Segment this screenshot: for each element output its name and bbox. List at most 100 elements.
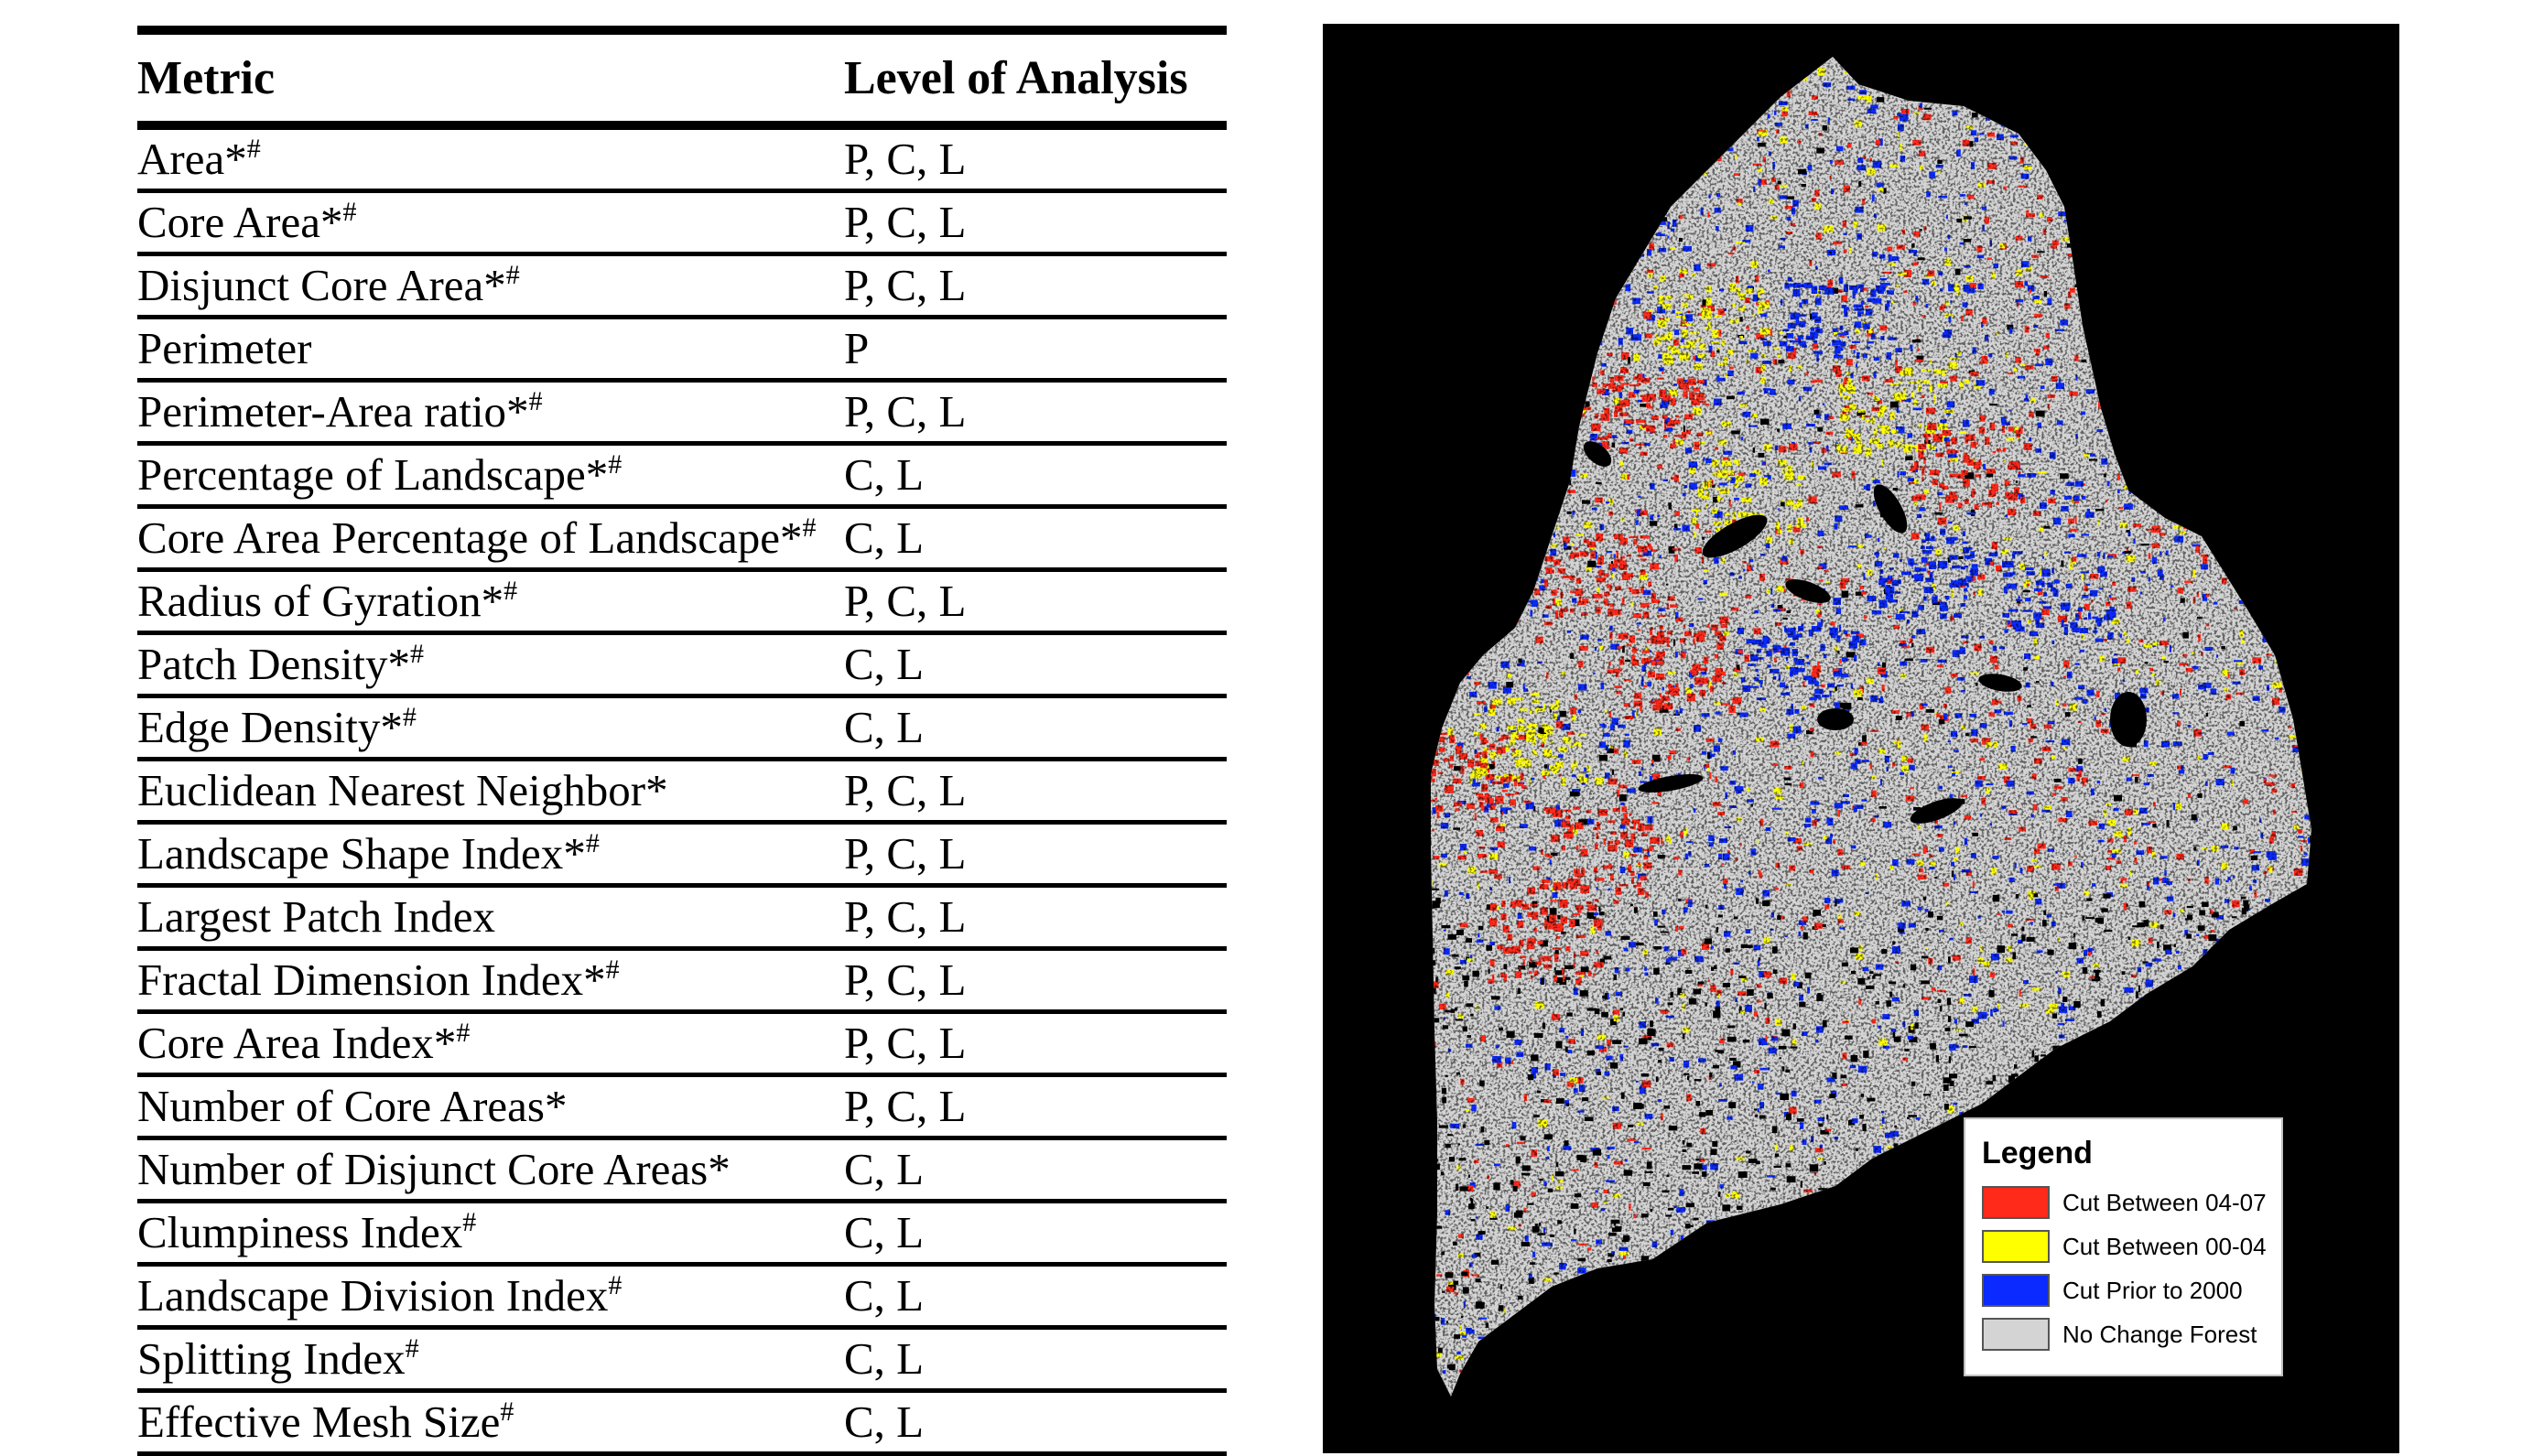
- cut-patch: [2187, 404, 2191, 413]
- cut-patch: [2283, 1289, 2288, 1297]
- cut-patch: [1444, 490, 1451, 498]
- cut-patch: [1496, 437, 1502, 445]
- cut-patch: [1807, 1346, 1814, 1354]
- cut-patch: [2097, 270, 2101, 276]
- cut-patch: [1593, 131, 1602, 135]
- cut-patch: [1534, 1371, 1538, 1374]
- cut-patch: [2185, 274, 2190, 278]
- level-cell: C, L: [844, 449, 925, 500]
- metric-cell: Area*#: [137, 125, 844, 191]
- cut-patch: [2174, 176, 2177, 182]
- table-row: Effective Mesh Size# C, L: [137, 1391, 1227, 1454]
- hash-mark: #: [503, 576, 518, 606]
- cut-patch: [1699, 1379, 1704, 1386]
- cut-patch: [1510, 1364, 1514, 1370]
- cut-patch: [2056, 139, 2065, 145]
- cut-patch: [1655, 102, 1665, 105]
- cut-patch: [2224, 488, 2230, 493]
- cut-patch: [1579, 249, 1588, 257]
- cut-patch: [2251, 463, 2256, 468]
- cut-patch: [2228, 167, 2236, 174]
- cut-patch: [1932, 1166, 1942, 1170]
- cut-patch: [1873, 1249, 1878, 1256]
- cut-patch: [2224, 101, 2228, 108]
- cut-patch: [2116, 244, 2118, 252]
- cut-patch: [1534, 79, 1543, 83]
- cut-patch: [2294, 965, 2302, 970]
- cut-patch: [2262, 984, 2272, 989]
- cut-patch: [2130, 116, 2138, 123]
- cut-patch: [2126, 182, 2134, 186]
- cut-patch: [1825, 1322, 1833, 1325]
- cut-patch: [2148, 1021, 2156, 1027]
- cut-patch: [2082, 57, 2090, 60]
- cut-patch: [1861, 1343, 1867, 1351]
- cut-patch: [1579, 189, 1584, 197]
- metric-name: Euclidean Nearest Neighbor: [137, 765, 646, 815]
- cut-patch: [2316, 819, 2318, 825]
- cut-patch: [1448, 257, 1454, 260]
- cut-patch: [1597, 267, 1600, 275]
- cut-patch: [2149, 71, 2156, 76]
- cut-patch: [2296, 70, 2300, 75]
- cut-patch: [1644, 70, 1651, 74]
- cut-patch: [2248, 944, 2254, 949]
- cut-patch: [2105, 112, 2111, 115]
- cut-patch: [1582, 209, 1587, 213]
- cut-patch: [1431, 968, 1433, 972]
- cut-patch: [2152, 330, 2162, 338]
- cut-patch: [1529, 57, 1533, 60]
- cut-patch: [2319, 196, 2326, 200]
- cut-patch: [2174, 1385, 2184, 1389]
- cut-patch: [1532, 220, 1538, 226]
- cut-patch: [1817, 1321, 1825, 1325]
- cut-patch: [1823, 1293, 1832, 1296]
- cut-patch: [1923, 1327, 1932, 1332]
- cut-patch: [2142, 213, 2149, 220]
- cut-patch: [1583, 1291, 1588, 1296]
- cut-patch: [1482, 229, 1486, 233]
- cut-patch: [1433, 394, 1436, 401]
- cut-patch: [2254, 1012, 2261, 1015]
- level-cell: C, L: [844, 639, 925, 689]
- cut-patch: [2298, 1061, 2303, 1065]
- cut-patch: [2245, 1098, 2249, 1105]
- cut-patch: [1817, 1356, 1822, 1362]
- cut-patch: [1727, 79, 1730, 84]
- cut-patch: [1936, 1248, 1946, 1253]
- forest-change-map: [1323, 24, 2399, 1453]
- cut-patch: [1490, 179, 1496, 183]
- level-cell: C, L: [844, 512, 925, 563]
- cut-patch: [2291, 1086, 2296, 1093]
- cut-patch: [1823, 1225, 1832, 1232]
- cut-patch: [1469, 600, 1478, 607]
- cut-patch: [2264, 243, 2273, 248]
- cut-patch: [1498, 523, 1502, 526]
- cut-patch: [2305, 340, 2311, 347]
- cut-patch: [2315, 570, 2321, 574]
- cut-patch: [2099, 225, 2106, 229]
- cut-patch: [2216, 372, 2222, 374]
- cut-patch: [2094, 331, 2103, 338]
- cut-patch: [1553, 140, 1559, 148]
- cut-patch: [2253, 453, 2260, 456]
- cut-patch: [1900, 1362, 1910, 1364]
- cut-patch: [1497, 271, 1500, 275]
- cut-patch: [1489, 445, 1499, 450]
- cut-patch: [2320, 1159, 2324, 1163]
- cut-patch: [1937, 1275, 1940, 1278]
- cut-patch: [2273, 448, 2279, 454]
- cut-patch: [1497, 484, 1507, 490]
- cut-patch: [2153, 200, 2160, 206]
- cut-patch: [2289, 294, 2295, 298]
- cut-patch: [2115, 416, 2123, 421]
- table-row: Patch Density*# C, L: [137, 633, 1227, 696]
- cut-patch: [2255, 483, 2258, 490]
- cut-patch: [1727, 1391, 1736, 1397]
- cut-patch: [1431, 89, 1434, 93]
- cut-patch: [1950, 1381, 1955, 1385]
- cut-patch: [1431, 106, 1440, 110]
- cut-patch: [2174, 175, 2182, 181]
- level-cell: C, L: [844, 1270, 925, 1321]
- cut-patch: [2273, 555, 2279, 560]
